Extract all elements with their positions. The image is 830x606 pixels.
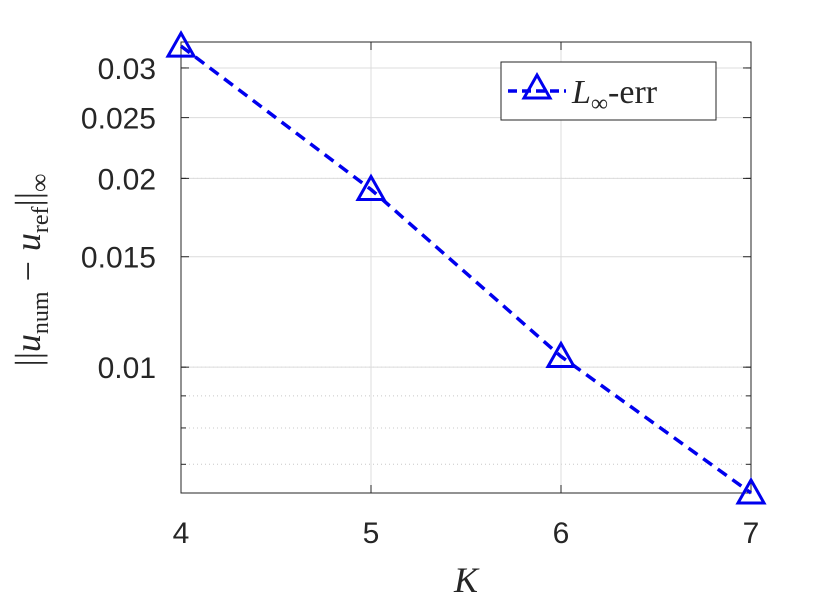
- y-tick-label: 0.015: [81, 242, 156, 275]
- data-point-marker: [545, 340, 577, 368]
- axis-ticks: [180, 42, 752, 493]
- y-label-sub3: ∞: [25, 173, 54, 192]
- y-label-var1: u: [8, 334, 48, 352]
- y-label-norm-close: ||: [8, 192, 48, 206]
- y-tick-label: 0.01: [98, 352, 156, 385]
- y-tick-label: 0.025: [81, 103, 156, 136]
- y-tick-labels: 0.01 0.015 0.02 0.025 0.03: [81, 53, 156, 385]
- y-tick-label: 0.03: [98, 53, 156, 86]
- x-tick-label: 5: [363, 517, 380, 550]
- y-label-sub2: ref: [28, 206, 54, 233]
- legend-label-var: L: [571, 74, 591, 111]
- x-tick-label: 6: [553, 517, 570, 550]
- x-axis-label: K: [453, 560, 480, 600]
- plot-frame: [180, 41, 752, 494]
- x-tick-label: 4: [173, 517, 190, 550]
- legend-label: L∞-err: [571, 74, 658, 117]
- x-tick-label: 7: [743, 517, 760, 550]
- legend-label-tail: -err: [608, 74, 658, 111]
- y-label-norm-open: ||: [8, 352, 48, 366]
- y-label-var2: u: [8, 233, 48, 251]
- series-line: [179, 44, 753, 495]
- data-point-marker: [735, 476, 767, 505]
- y-axis-label: ||unum−uref||∞: [8, 173, 54, 366]
- data-point-marker: [355, 173, 387, 202]
- legend-marker-sample: [521, 71, 553, 100]
- legend-label-sub: ∞: [591, 91, 608, 117]
- y-tick-label: 0.02: [98, 163, 156, 196]
- y-label-minus: −: [8, 261, 48, 281]
- x-tick-labels: 4 5 6 7: [173, 517, 760, 550]
- series-markers: [165, 30, 767, 505]
- y-label-sub1: num: [28, 291, 54, 334]
- data-point-marker: [165, 30, 197, 58]
- legend: L∞-err: [500, 61, 717, 121]
